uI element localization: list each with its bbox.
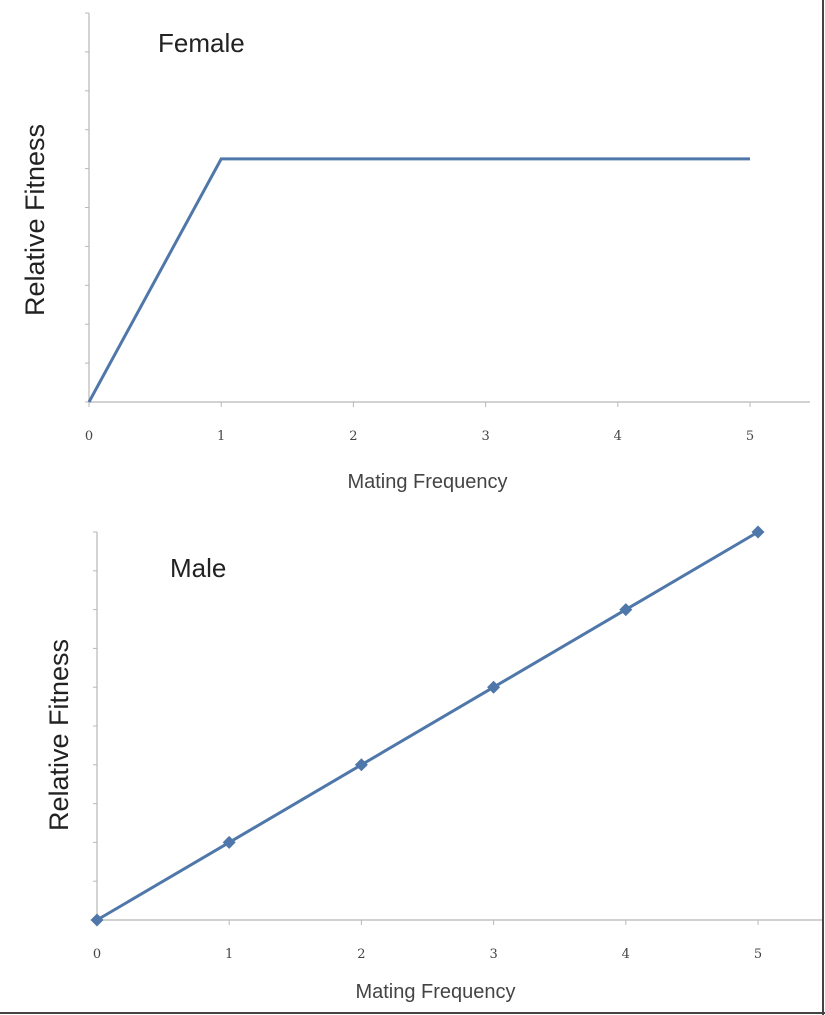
male-x-axis-title: Mating Frequency — [355, 981, 515, 1003]
male-data-point — [222, 835, 236, 849]
female-x-tick-label: 3 — [481, 429, 489, 444]
male-data-point — [487, 680, 501, 694]
male-chart: 0 1 2 3 4 5 Mating Frequency Relative Fitness Ma… — [44, 525, 822, 1003]
female-chart: 0 1 2 3 4 5 Mating Frequency Relative Fitness Fe… — [20, 12, 810, 493]
male-data-point — [751, 525, 765, 539]
female-series-line — [87, 157, 750, 403]
male-data-point — [619, 603, 633, 617]
female-x-tick-label: 1 — [217, 429, 225, 444]
male-series-line — [96, 530, 759, 922]
male-x-tick-label: 2 — [357, 947, 365, 962]
female-panel-title: Female — [158, 28, 245, 58]
male-y-axis-title: Relative Fitness — [44, 639, 74, 831]
male-x-tick-label: 3 — [489, 947, 497, 962]
female-y-axis-title: Relative Fitness — [20, 124, 50, 316]
male-x-tick-label: 1 — [225, 947, 233, 962]
female-x-axis-title: Mating Frequency — [347, 471, 507, 493]
male-x-tick-label: 4 — [622, 947, 630, 962]
female-x-tick-label: 0 — [85, 429, 93, 444]
male-x-tick-label: 5 — [754, 947, 762, 962]
female-x-tick-label: 5 — [746, 429, 754, 444]
male-data-point — [354, 758, 368, 772]
female-x-tick-label: 2 — [349, 429, 357, 444]
female-x-tick-label: 4 — [614, 429, 622, 444]
male-data-point — [90, 913, 104, 927]
male-panel-title: Male — [170, 553, 226, 583]
male-x-tick-label: 0 — [93, 947, 101, 962]
